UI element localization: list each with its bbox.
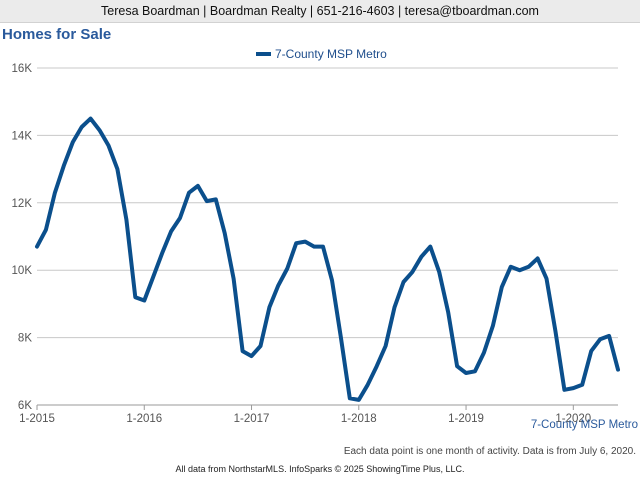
- data-point: [410, 270, 414, 274]
- source-credit: All data from NorthstarMLS. InfoSparks ©…: [175, 464, 465, 474]
- data-point: [223, 231, 227, 235]
- data-point: [580, 383, 584, 387]
- x-tick-label: 1-2017: [234, 413, 270, 425]
- data-point: [437, 270, 441, 274]
- footnote: Each data point is one month of activity…: [343, 446, 636, 457]
- x-tick-label: 1-2016: [126, 413, 162, 425]
- data-point: [294, 241, 298, 245]
- data-point: [491, 324, 495, 328]
- data-point: [303, 240, 307, 244]
- data-point: [115, 167, 119, 171]
- data-point: [196, 184, 200, 188]
- data-point: [607, 334, 611, 338]
- data-point: [107, 144, 111, 148]
- data-point: [536, 256, 540, 260]
- x-tick-label: 1-2020: [555, 413, 591, 425]
- data-point: [258, 344, 262, 348]
- data-point: [455, 364, 459, 368]
- data-point: [464, 371, 468, 375]
- data-point: [482, 351, 486, 355]
- data-point: [187, 191, 191, 195]
- data-point: [616, 368, 620, 372]
- y-tick-label: 14K: [12, 130, 33, 142]
- data-point: [527, 265, 531, 269]
- legend-label: 7-County MSP Metro: [275, 47, 387, 61]
- data-point: [53, 191, 57, 195]
- legend-swatch: [256, 52, 271, 56]
- data-point: [446, 310, 450, 314]
- y-tick-label: 16K: [12, 63, 33, 75]
- data-point: [321, 245, 325, 249]
- data-point: [80, 125, 84, 129]
- data-point: [375, 364, 379, 368]
- data-point: [62, 164, 66, 168]
- data-point: [393, 305, 397, 309]
- series-line: [35, 116, 620, 402]
- data-point: [71, 140, 75, 144]
- data-point: [366, 383, 370, 387]
- data-point: [151, 275, 155, 279]
- legend[interactable]: 7-County MSP Metro: [256, 46, 387, 62]
- y-tick-label: 10K: [12, 265, 33, 277]
- data-point: [518, 268, 522, 272]
- y-tick-label: 8K: [18, 333, 32, 345]
- y-tick-label: 12K: [12, 198, 33, 210]
- data-point: [419, 255, 423, 259]
- data-point: [142, 299, 146, 303]
- y-tick-label: 6K: [18, 400, 32, 412]
- data-point: [250, 354, 254, 358]
- data-point: [544, 277, 548, 281]
- data-point: [98, 128, 102, 132]
- data-point: [241, 349, 245, 353]
- data-point: [339, 336, 343, 340]
- data-point: [500, 285, 504, 289]
- data-point: [169, 229, 173, 233]
- data-point: [428, 245, 432, 249]
- data-point: [232, 277, 236, 281]
- data-point: [589, 349, 593, 353]
- data-point: [276, 283, 280, 287]
- data-point: [178, 216, 182, 220]
- data-point: [473, 369, 477, 373]
- data-point: [124, 218, 128, 222]
- x-tick-label: 1-2018: [341, 413, 377, 425]
- data-point: [160, 251, 164, 255]
- data-point: [571, 386, 575, 390]
- chart-title: Homes for Sale: [2, 26, 112, 43]
- data-point: [401, 280, 405, 284]
- data-point: [285, 267, 289, 271]
- data-point: [598, 337, 602, 341]
- contact-line: Teresa Boardman | Boardman Realty | 651-…: [101, 4, 539, 18]
- data-point: [205, 199, 209, 203]
- data-point: [348, 396, 352, 400]
- data-point: [330, 278, 334, 282]
- data-point: [44, 228, 48, 232]
- data-point: [553, 329, 557, 333]
- data-point: [384, 344, 388, 348]
- data-point: [509, 265, 513, 269]
- series-end-label: 7-County MSP Metro: [531, 419, 638, 431]
- data-point: [312, 245, 316, 249]
- data-point: [35, 245, 39, 249]
- data-point: [133, 295, 137, 299]
- data-point: [214, 197, 218, 201]
- x-tick-label: 1-2019: [448, 413, 484, 425]
- data-point: [267, 305, 271, 309]
- data-point: [357, 398, 361, 402]
- data-point: [562, 388, 566, 392]
- contact-header: Teresa Boardman | Boardman Realty | 651-…: [0, 0, 640, 23]
- data-point: [89, 117, 93, 121]
- x-tick-label: 1-2015: [19, 413, 55, 425]
